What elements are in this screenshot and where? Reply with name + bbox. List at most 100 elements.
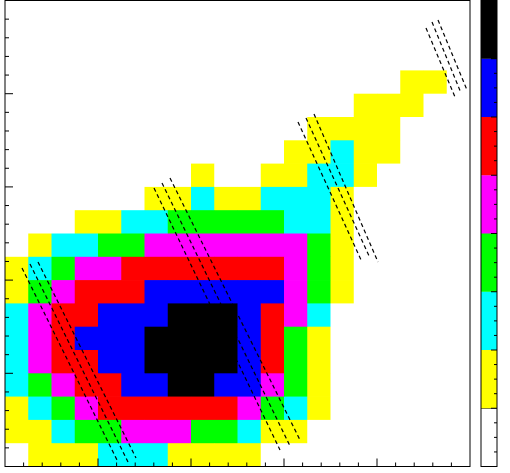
heat-cell (214, 256, 238, 281)
heat-cell (144, 256, 169, 281)
heat-cell (121, 256, 145, 281)
heat-cell (260, 140, 285, 164)
heat-cell (260, 47, 285, 71)
heat-cell (260, 70, 285, 94)
heat-cell (284, 256, 308, 281)
heat-cell (167, 93, 192, 118)
heat-cell (98, 140, 122, 164)
heat-cell (144, 23, 169, 48)
heat-cell (400, 163, 424, 188)
heat-cell (121, 117, 145, 141)
heat-cell (353, 23, 378, 48)
heat-cell (51, 210, 76, 234)
heat-cell (191, 233, 215, 258)
colorbar-segment (481, 350, 497, 409)
heat-cell (446, 117, 471, 141)
heat-cell (74, 443, 99, 467)
heat-cell (191, 326, 215, 351)
heat-cell (28, 0, 52, 25)
heat-cell (307, 350, 331, 374)
heat-cell (353, 233, 378, 258)
heat-cell (237, 117, 262, 141)
colorbar-segment (481, 117, 497, 176)
heat-cell (353, 140, 378, 164)
heat-cell (330, 443, 355, 467)
heat-cell (121, 47, 145, 71)
heat-cell (353, 47, 378, 71)
heat-cell (377, 117, 401, 141)
heat-cell (121, 0, 145, 25)
heat-cell (191, 47, 215, 71)
colorbar-segment (481, 175, 497, 234)
heat-cell (191, 443, 215, 467)
heat-cell (74, 233, 99, 258)
heat-cell (5, 280, 29, 304)
dashed-line (29, 263, 129, 463)
heat-cell (74, 47, 99, 71)
heat-cell (353, 280, 378, 304)
heat-cell (237, 163, 262, 188)
heat-cell (330, 140, 355, 164)
heat-cell (51, 0, 76, 25)
heat-cell (191, 0, 215, 25)
heat-cell (260, 233, 285, 258)
heat-cell (167, 256, 192, 281)
heat-cell (167, 70, 192, 94)
heat-cell (284, 396, 308, 421)
heat-cell (28, 419, 52, 444)
heat-cell (51, 256, 76, 281)
dashed-line (437, 19, 468, 91)
heat-cell (377, 0, 401, 25)
heat-cell (167, 163, 192, 188)
heat-cell (74, 350, 99, 374)
heat-cell (74, 303, 99, 327)
heat-cell (214, 163, 238, 188)
heat-cell (446, 47, 471, 71)
heat-cell (446, 373, 471, 397)
heat-cell (144, 186, 169, 211)
heat-cell (51, 186, 76, 211)
heat-cell (400, 47, 424, 71)
heat-cell (284, 233, 308, 258)
heat-cell (214, 70, 238, 94)
heat-cell (167, 233, 192, 258)
heat-cell (400, 326, 424, 351)
heat-cell (5, 70, 29, 94)
heat-cell (330, 303, 355, 327)
heat-cell (51, 373, 76, 397)
heat-cell (377, 210, 401, 234)
heat-cell (423, 326, 448, 351)
heat-cell (51, 140, 76, 164)
heat-cell (377, 163, 401, 188)
heat-cell (307, 419, 331, 444)
heat-cell (330, 117, 355, 141)
heat-cell (377, 350, 401, 374)
heat-cell (400, 373, 424, 397)
heat-cell (284, 373, 308, 397)
heat-cell (446, 419, 471, 444)
heat-cell (144, 396, 169, 421)
heat-cell (144, 326, 169, 351)
heat-cell (214, 23, 238, 48)
heat-cell (423, 443, 448, 467)
heat-cell (167, 443, 192, 467)
heat-cell (98, 419, 122, 444)
heat-cell (284, 23, 308, 48)
heat-cell (167, 303, 192, 327)
heat-cell (51, 443, 76, 467)
heat-cell (330, 0, 355, 25)
heat-cell (330, 93, 355, 118)
heat-cell (423, 396, 448, 421)
heat-cell (423, 93, 448, 118)
heat-cell (98, 350, 122, 374)
heat-cell (191, 163, 215, 188)
heat-cell (446, 256, 471, 281)
heat-cell (237, 70, 262, 94)
heat-cell (51, 233, 76, 258)
heat-cell (74, 23, 99, 48)
heat-cell (167, 47, 192, 71)
heat-cell (5, 210, 29, 234)
heat-cell (214, 186, 238, 211)
heat-cell (237, 186, 262, 211)
heat-cell (121, 23, 145, 48)
